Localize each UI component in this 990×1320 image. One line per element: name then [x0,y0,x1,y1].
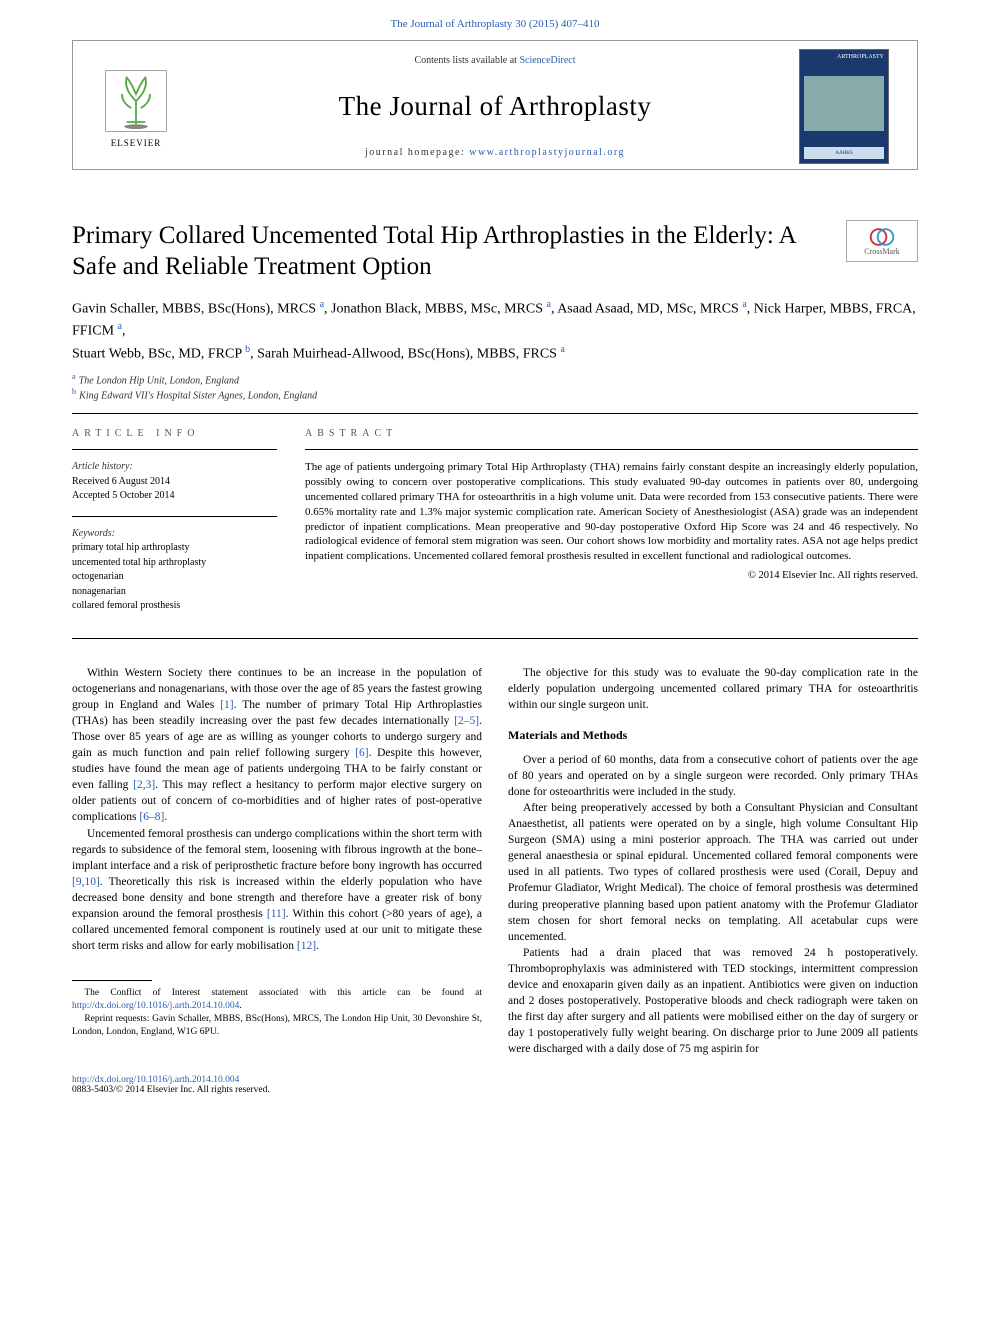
ref-link[interactable]: [6–8] [139,811,164,823]
article-body: Within Western Society there continues t… [72,665,918,1058]
footnote-separator [72,980,152,981]
authors: Gavin Schaller, MBBS, BSc(Hons), MRCS a,… [72,297,918,365]
contents-line: Contents lists available at ScienceDirec… [201,55,789,66]
sciencedirect-link[interactable]: ScienceDirect [519,55,575,66]
journal-header: ELSEVIER Contents lists available at Sci… [72,40,918,170]
header-center: Contents lists available at ScienceDirec… [201,49,789,164]
homepage-link[interactable]: www.arthroplastyjournal.org [469,147,625,158]
footnotes: The Conflict of Interest statement assoc… [72,987,482,1038]
body-paragraph: Patients had a drain placed that was rem… [508,945,918,1058]
ref-link[interactable]: [9,10] [72,876,100,888]
article-title: Primary Collared Uncemented Total Hip Ar… [72,220,826,283]
bottom-links: http://dx.doi.org/10.1016/j.arth.2014.10… [72,1075,918,1095]
affiliation-a: aThe London Hip Unit, London, England [72,372,918,386]
ref-link[interactable]: [6] [355,747,368,759]
body-paragraph: Uncemented femoral prosthesis can underg… [72,826,482,955]
journal-name: The Journal of Arthroplasty [201,91,789,122]
elsevier-logo[interactable]: ELSEVIER [81,66,191,148]
body-paragraph: Over a period of 60 months, data from a … [508,752,918,800]
ref-link[interactable]: [2,3] [133,779,155,791]
history-label: Article history: [72,460,277,475]
article-info-heading: article info [72,414,277,450]
journal-issue-link[interactable]: The Journal of Arthroplasty 30 (2015) 40… [0,0,990,40]
conflict-doi-link[interactable]: http://dx.doi.org/10.1016/j.arth.2014.10… [72,1001,239,1011]
journal-cover-thumb[interactable]: ARTHROPLASTY AAHKS [799,49,889,164]
copyright: © 2014 Elsevier Inc. All rights reserved… [305,570,918,581]
abstract-text: The age of patients undergoing primary T… [305,460,918,564]
keyword: octogenarian [72,570,277,585]
body-paragraph: After being preoperatively accessed by b… [508,800,918,945]
abstract-heading: abstract [305,414,918,450]
abstract-column: abstract The age of patients undergoing … [305,414,918,626]
affiliation-b: bKing Edward VII's Hospital Sister Agnes… [72,387,918,401]
keyword: uncemented total hip arthroplasty [72,556,277,571]
ref-link[interactable]: [1] [220,699,233,711]
ref-link[interactable]: [11] [267,908,286,920]
affiliations: aThe London Hip Unit, London, England bK… [72,372,918,401]
crossmark-badge[interactable]: CrossMark [846,220,918,262]
issn-copyright: 0883-5403/© 2014 Elsevier Inc. All right… [72,1085,918,1095]
keyword: collared femoral prosthesis [72,599,277,614]
received-date: Received 6 August 2014 [72,475,277,490]
homepage-line: journal homepage: www.arthroplastyjourna… [201,147,789,158]
ref-link[interactable]: [12] [297,940,316,952]
keyword: primary total hip arthroplasty [72,541,277,556]
crossmark-icon [869,227,895,247]
section-heading-methods: Materials and Methods [508,727,918,744]
reprint-address: Reprint requests: Gavin Schaller, MBBS, … [72,1013,482,1039]
elsevier-label: ELSEVIER [111,138,162,148]
body-paragraph: The objective for this study was to eval… [508,665,918,713]
body-paragraph: Within Western Society there continues t… [72,665,482,826]
keyword: nonagenarian [72,585,277,600]
doi-link[interactable]: http://dx.doi.org/10.1016/j.arth.2014.10… [72,1075,239,1085]
ref-link[interactable]: [2–5] [454,715,479,727]
cover-image-icon [804,76,884,131]
accepted-date: Accepted 5 October 2014 [72,489,277,504]
article-info-column: article info Article history: Received 6… [72,414,277,626]
keywords-label: Keywords: [72,527,277,542]
tree-icon [101,66,171,136]
